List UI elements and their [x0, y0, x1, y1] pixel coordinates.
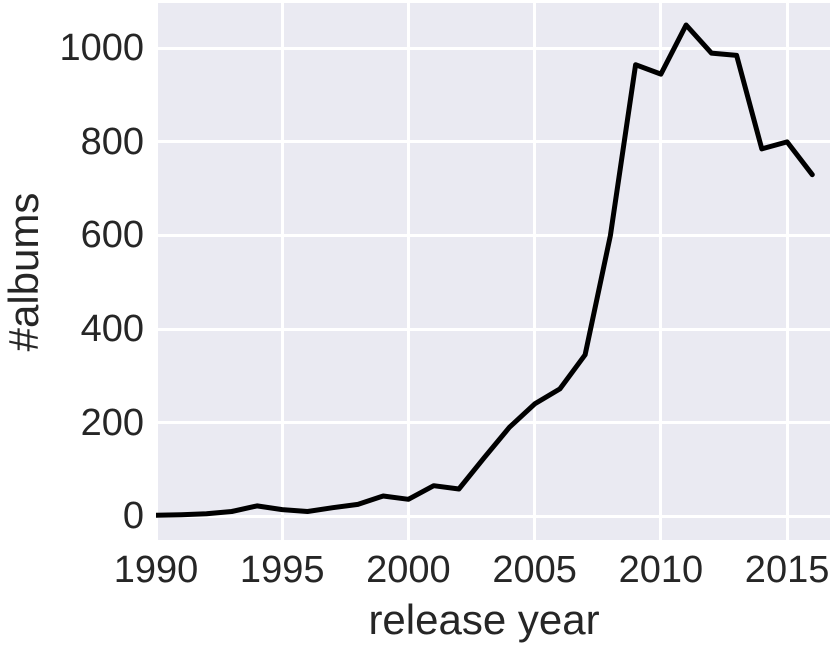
y-tick-label: 200	[80, 401, 144, 444]
y-axis-title: #albums	[0, 192, 47, 352]
y-tick-label: 800	[80, 120, 144, 163]
y-gridline	[156, 233, 830, 237]
y-tick-label: 1000	[59, 27, 144, 70]
x-tick-label: 2015	[744, 549, 830, 591]
x-gridline	[785, 3, 789, 540]
x-tick-label: 2000	[366, 549, 451, 591]
y-gridline	[156, 514, 830, 518]
y-tick-label: 0	[122, 495, 144, 538]
x-gridline	[280, 3, 284, 540]
data-series-layer	[156, 22, 815, 518]
y-tick-label: 400	[80, 308, 144, 351]
y-gridline	[156, 327, 830, 331]
x-tick-label: 2005	[492, 549, 577, 591]
y-gridline	[156, 140, 830, 144]
y-tick-label: 600	[80, 214, 144, 257]
x-gridline	[533, 3, 537, 540]
y-gridline	[156, 46, 830, 50]
x-gridline	[156, 3, 158, 540]
x-axis-title: release year	[368, 596, 600, 643]
x-gridline	[406, 3, 410, 540]
x-tick-label: 1995	[239, 549, 325, 591]
x-gridline	[659, 3, 663, 540]
plot-area	[156, 3, 830, 540]
albums-trend-line	[156, 22, 815, 518]
y-gridline	[156, 421, 830, 425]
x-tick-label: 1990	[113, 549, 199, 591]
x-tick-label: 2010	[618, 549, 704, 591]
